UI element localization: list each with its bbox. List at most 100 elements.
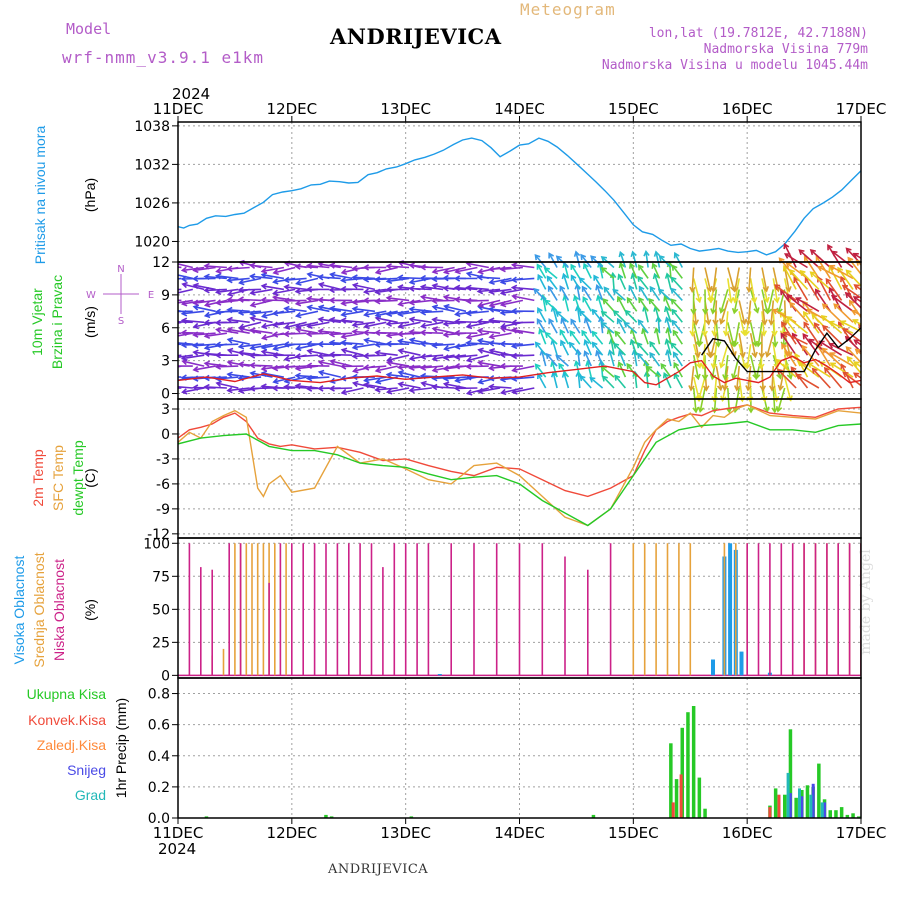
- wind-arrow-head: [793, 276, 800, 283]
- wind-arrow-head: [828, 286, 835, 294]
- wind-arrow: [239, 288, 262, 291]
- wind-arrow-head: [595, 283, 602, 291]
- wind-arrow-head: [559, 328, 566, 336]
- wind-arrow-head: [732, 340, 739, 348]
- wind-arrow: [284, 307, 307, 313]
- wind-arrow-head: [648, 297, 655, 305]
- wind-arrow: [584, 340, 592, 356]
- wind-arrow: [645, 372, 649, 389]
- wind-arrow-head: [351, 298, 358, 306]
- wind-arrow-head: [408, 337, 416, 344]
- wind-arrow: [216, 343, 239, 346]
- wind-arrow-head: [731, 373, 738, 380]
- wind-arrow: [296, 343, 319, 350]
- wind-arrow-head: [385, 371, 393, 379]
- wind-arrow: [375, 351, 398, 356]
- wind-arrow-head: [877, 286, 882, 291]
- wind-arrow-head: [869, 370, 874, 375]
- wind-arrow: [548, 253, 558, 268]
- wind-arrow-head: [670, 342, 677, 349]
- wind-arrow: [892, 370, 900, 389]
- wind-arrow: [296, 310, 319, 317]
- wind-arrow-head: [305, 330, 313, 338]
- wind-arrow: [761, 366, 764, 391]
- wind-arrow: [793, 277, 809, 301]
- wind-arrow: [387, 387, 410, 393]
- wind-arrow-head: [694, 373, 701, 381]
- wind-arrow-head: [476, 287, 484, 295]
- wind-arrow: [409, 299, 432, 304]
- wind-arrow-head: [775, 405, 783, 413]
- wind-arrow-head: [171, 301, 176, 306]
- y-tick-label: 0: [161, 387, 170, 403]
- wind-arrow-head: [419, 340, 426, 347]
- wind-arrow-head: [374, 386, 381, 393]
- wind-arrow-head: [453, 275, 461, 282]
- wind-arrow-head: [237, 309, 244, 316]
- wind-arrow: [467, 321, 489, 328]
- wind-arrow-head: [283, 330, 290, 338]
- wind-arrow-head: [886, 344, 891, 349]
- wind-arrow: [815, 289, 831, 312]
- wind-arrow-head: [637, 319, 644, 326]
- wind-arrow-head: [248, 385, 256, 392]
- wind-arrow: [579, 277, 592, 290]
- wind-arrow: [182, 343, 205, 346]
- wind-arrow-head: [739, 351, 746, 359]
- wind-arrow-head: [453, 353, 461, 361]
- wind-arrow: [239, 343, 262, 348]
- wind-arrow-head: [203, 319, 210, 326]
- plot-area: [171, 137, 900, 818]
- wind-arrow: [772, 311, 776, 336]
- wind-arrow-head: [385, 331, 393, 339]
- wind-arrow-head: [214, 272, 222, 280]
- wind-arrow-head: [488, 383, 495, 391]
- wind-arrow: [713, 377, 718, 402]
- wind-arrow-head: [853, 339, 860, 346]
- wind-arrow: [398, 276, 421, 280]
- wind-arrow: [747, 366, 752, 391]
- wind-arrow-head: [878, 251, 883, 256]
- wind-arrow: [771, 366, 775, 391]
- wind-arrow: [619, 262, 627, 279]
- wind-arrow-head: [651, 262, 658, 269]
- precip-bar: [669, 743, 673, 818]
- wind-arrow: [866, 351, 887, 366]
- wind-arrow-head: [226, 337, 234, 344]
- wind-arrow-head: [704, 319, 712, 326]
- wind-arrow-head: [729, 340, 736, 348]
- wind-arrow-head: [385, 388, 393, 395]
- y-tick-label: 0.8: [148, 687, 170, 703]
- wind-arrow: [178, 299, 193, 304]
- wind-arrow: [810, 271, 831, 291]
- wind-arrow-head: [283, 276, 290, 284]
- wind-arrow: [815, 255, 831, 279]
- wind-arrow-head: [583, 350, 590, 357]
- y-tick-label: 6: [161, 321, 170, 337]
- wind-arrow: [478, 361, 501, 367]
- wind-arrow-head: [453, 296, 461, 303]
- wind-arrow: [888, 298, 900, 311]
- wind-arrow: [665, 306, 672, 323]
- wind-arrow-head: [408, 285, 415, 292]
- wind-arrow-head: [672, 351, 679, 358]
- wind-arrow-head: [408, 278, 416, 285]
- wind-arrow-head: [385, 277, 393, 285]
- wind-arrow: [296, 321, 319, 328]
- wind-arrow-head: [180, 329, 187, 337]
- wind-arrow-head: [821, 324, 829, 332]
- precip-bar: [204, 816, 209, 818]
- time-tick-label: 15DEC: [608, 824, 659, 842]
- wind-arrow: [845, 292, 861, 310]
- wind-arrow-head: [226, 326, 233, 334]
- wind-arrow-head: [786, 395, 793, 402]
- wind-arrow-head: [875, 310, 880, 315]
- wind-arrow-head: [214, 299, 222, 306]
- wind-arrow: [533, 288, 547, 301]
- wind-arrow: [375, 299, 398, 303]
- wind-arrow: [364, 339, 387, 345]
- wind-arrow-head: [866, 351, 871, 356]
- wind-arrow: [596, 285, 604, 301]
- wind-arrow: [500, 266, 523, 271]
- wind-arrow: [478, 320, 501, 324]
